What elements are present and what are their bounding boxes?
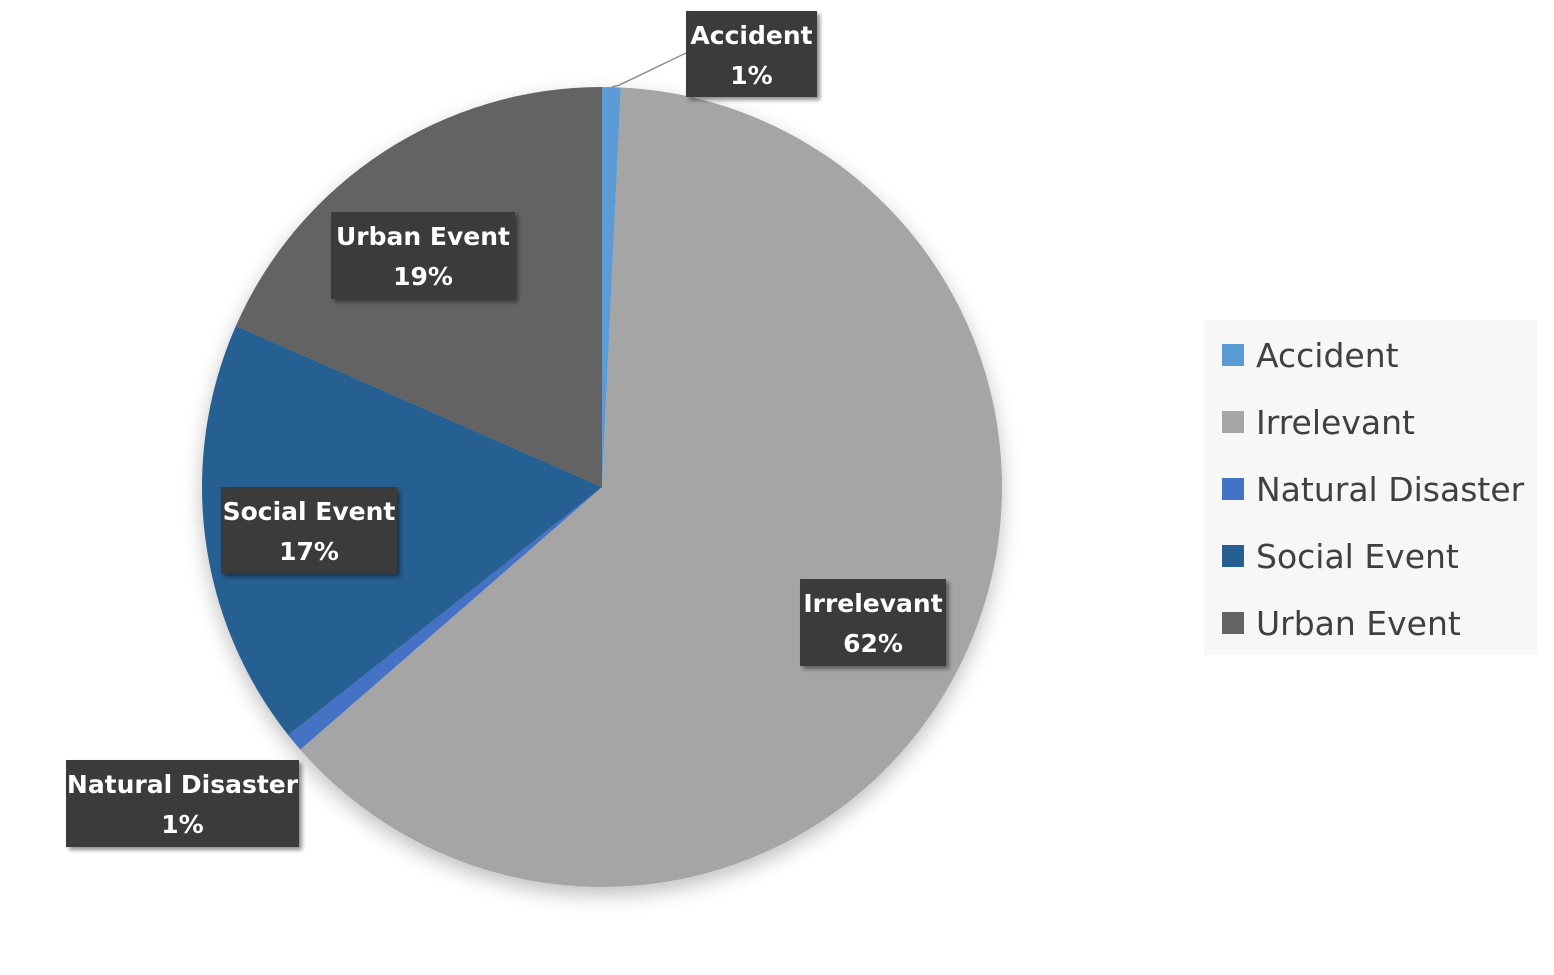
legend-swatch-social-event <box>1222 545 1244 567</box>
data-label-box-natural-disaster <box>66 760 299 847</box>
pie-slice-social-event <box>201 325 602 736</box>
legend-swatch-accident <box>1222 344 1244 366</box>
legend-label-urban-event: Urban Event <box>1256 603 1461 643</box>
legend-item-irrelevant: Irrelevant <box>1222 402 1415 442</box>
data-label-category-natural-disaster: Natural Disaster <box>67 770 299 799</box>
data-label-percent-irrelevant: 62% <box>843 629 903 658</box>
data-label-percent-accident: 1% <box>730 61 772 90</box>
data-label-box-irrelevant <box>800 579 946 666</box>
data-label-accident: Accident 1% <box>686 11 817 97</box>
data-label-category-social-event: Social Event <box>223 497 396 526</box>
legend-swatch-irrelevant <box>1222 411 1244 433</box>
legend-item-accident: Accident <box>1222 335 1399 375</box>
leader-line-accident <box>611 52 687 88</box>
legend-item-urban-event: Urban Event <box>1222 603 1461 643</box>
data-label-box-urban-event <box>331 212 515 299</box>
data-label-irrelevant: Irrelevant 62% <box>800 579 946 666</box>
data-label-percent-social-event: 17% <box>279 537 339 566</box>
legend-label-irrelevant: Irrelevant <box>1256 402 1415 442</box>
data-label-percent-natural-disaster: 1% <box>161 810 203 839</box>
data-label-percent-urban-event: 19% <box>393 262 453 291</box>
data-label-category-irrelevant: Irrelevant <box>803 589 942 618</box>
legend-swatch-natural-disaster <box>1222 478 1244 500</box>
legend: Accident Irrelevant Natural Disaster Soc… <box>1204 320 1537 655</box>
data-label-category-urban-event: Urban Event <box>336 222 510 251</box>
data-label-box-accident <box>686 11 817 97</box>
legend-item-social-event: Social Event <box>1222 536 1459 576</box>
data-label-box-social-event <box>221 487 397 574</box>
data-label-natural-disaster: Natural Disaster 1% <box>66 760 299 847</box>
leader-lines <box>611 52 687 88</box>
legend-label-natural-disaster: Natural Disaster <box>1256 469 1525 509</box>
pie-slice-irrelevant <box>300 87 1003 887</box>
pie-slice-natural-disaster <box>288 487 602 750</box>
legend-swatch-urban-event <box>1222 612 1244 634</box>
legend-label-social-event: Social Event <box>1256 536 1459 576</box>
pie-slices <box>201 86 1003 887</box>
data-label-social-event: Social Event 17% <box>221 487 397 574</box>
data-labels: Accident 1% Irrelevant 62% Natural Disaster 1… <box>66 11 946 847</box>
legend-item-natural-disaster: Natural Disaster <box>1222 469 1524 509</box>
data-label-urban-event: Urban Event 19% <box>331 212 515 299</box>
pie-slice-accident <box>602 86 621 487</box>
legend-label-accident: Accident <box>1256 335 1399 375</box>
data-label-category-accident: Accident <box>690 21 812 50</box>
